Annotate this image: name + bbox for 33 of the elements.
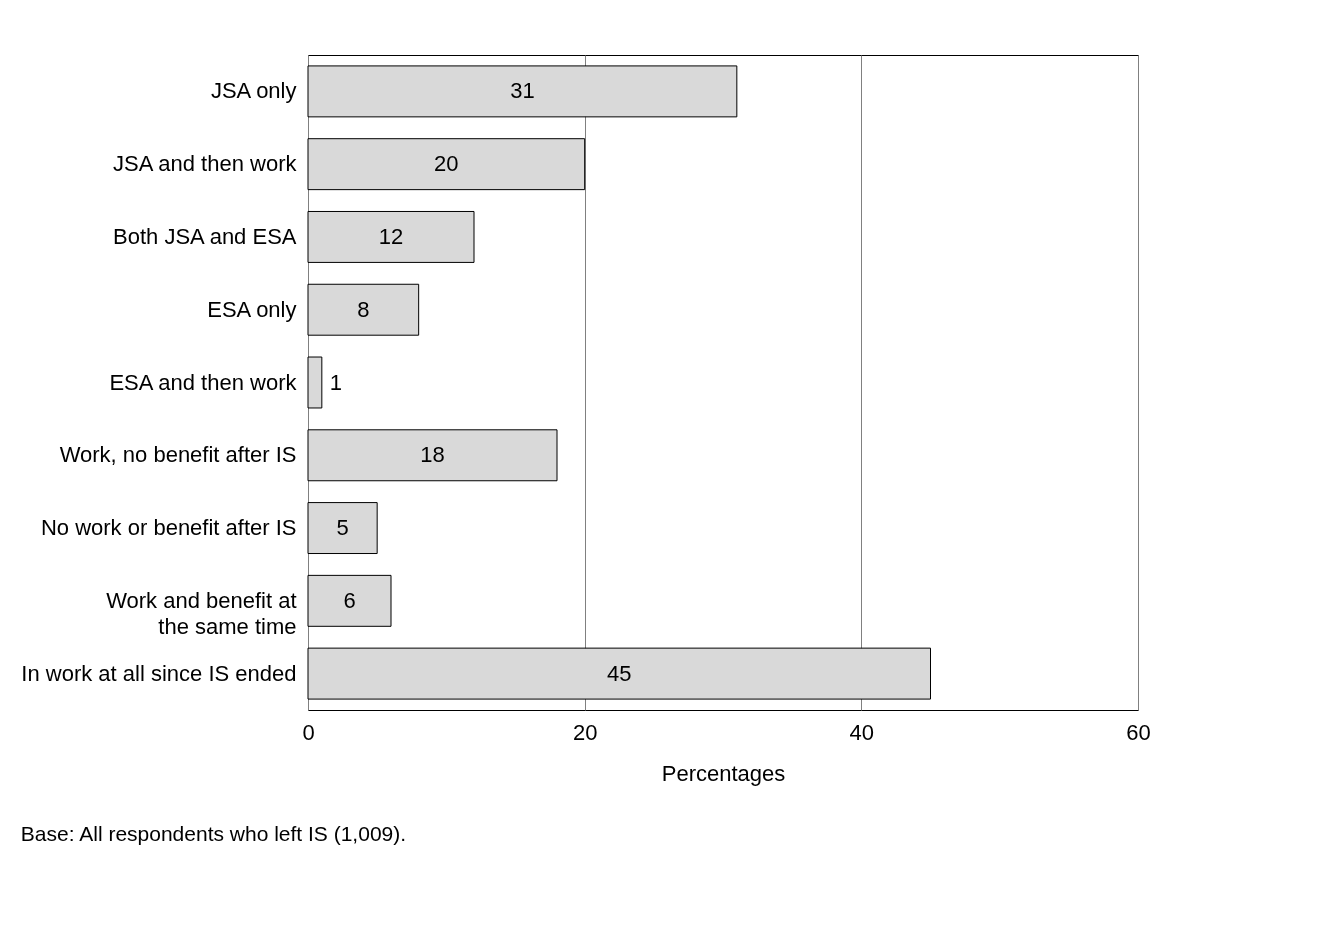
data-label: 1 [329, 369, 343, 395]
data-label: 6 [343, 587, 356, 613]
data-label: 12 [378, 223, 404, 249]
x-tick-label: 0 [302, 719, 315, 745]
y-tick-label: JSA only [210, 78, 297, 104]
bar [307, 647, 931, 700]
y-tick-label: In work at all since IS ended [21, 660, 297, 686]
y-tick-label: ESA only [207, 296, 297, 322]
x-tick-label: 60 [1126, 719, 1151, 745]
data-label: 8 [357, 296, 370, 322]
data-label: 5 [336, 515, 349, 541]
bar [307, 65, 738, 118]
data-label: 18 [420, 442, 445, 468]
y-tick-label: Both JSA and ESA [113, 223, 297, 249]
data-label: 20 [434, 151, 459, 177]
y-tick-label: Work, no benefit after IS [59, 442, 297, 468]
x-axis-title: Percentages [661, 760, 786, 786]
bar [307, 574, 392, 627]
bar [307, 210, 475, 263]
x-tick-label: 20 [572, 719, 598, 745]
data-label: 45 [607, 660, 632, 686]
bar [307, 138, 586, 191]
y-tick-label: ESA and then work [109, 369, 298, 395]
data-label: 31 [510, 78, 535, 104]
x-tick-label: 40 [849, 719, 875, 745]
bar [307, 429, 558, 482]
text: Base: All respondents who left IS (1,009). [20, 822, 407, 845]
y-tick-label: No work or benefit after IS [40, 515, 297, 541]
bar [307, 356, 323, 409]
bar [307, 502, 378, 555]
y-tick-label: JSA and then work [113, 151, 298, 177]
y-tick-label: Work and benefit at the same time [106, 587, 297, 639]
bar [307, 283, 420, 336]
